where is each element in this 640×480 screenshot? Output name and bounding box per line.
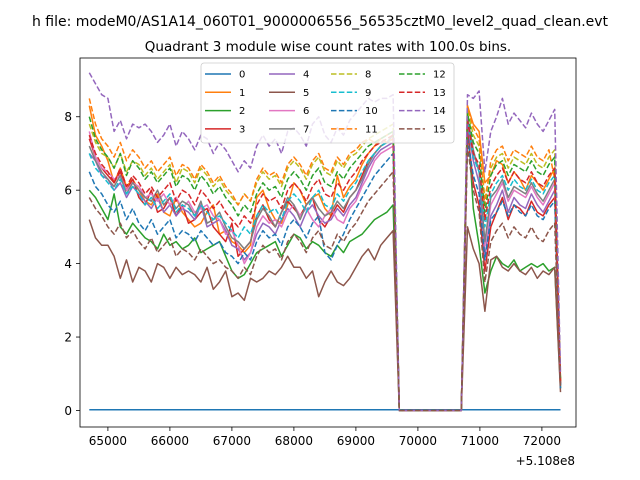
legend-label-13: 13	[433, 88, 446, 99]
legend-box	[200, 62, 455, 144]
series-line-1	[88, 104, 562, 412]
legend-label-9: 9	[365, 88, 371, 99]
y-tick-label: 8	[64, 110, 72, 124]
series-line-14	[88, 72, 562, 412]
y-tick-label: 4	[64, 257, 72, 271]
series-line-5	[88, 219, 562, 412]
x-tick-label: 66000	[151, 434, 189, 448]
series-line-11	[88, 98, 562, 412]
series-line-10	[88, 138, 562, 412]
legend-label-10: 10	[365, 106, 378, 117]
legend-label-11: 11	[365, 124, 378, 135]
series-line-7	[88, 115, 562, 412]
y-tick-label: 2	[64, 331, 72, 345]
figure-suptitle: h file: modeM0/AS1A14_060T01_9000006556_…	[32, 14, 609, 30]
y-tick-label: 0	[64, 404, 72, 418]
legend-label-1: 1	[239, 88, 245, 99]
legend-label-7: 7	[303, 124, 309, 135]
x-tick-label: 72000	[523, 434, 561, 448]
legend-label-12: 12	[433, 70, 446, 81]
axes-frame	[79, 57, 577, 428]
x-tick-label: 70000	[399, 434, 437, 448]
legend-label-5: 5	[303, 88, 309, 99]
legend-label-15: 15	[433, 124, 446, 135]
legend-label-3: 3	[239, 124, 245, 135]
series-line-2	[88, 115, 562, 412]
series-line-13	[88, 119, 562, 412]
series-line-8	[88, 108, 562, 412]
y-tick-label: 6	[64, 184, 72, 198]
x-offset-label: +5.108e8	[516, 454, 575, 468]
x-tick-label: 71000	[461, 434, 499, 448]
legend-label-6: 6	[303, 106, 309, 117]
series-line-15	[88, 145, 562, 412]
series-line-4	[88, 123, 562, 412]
x-tick-label: 65000	[89, 434, 127, 448]
legend-label-14: 14	[433, 106, 446, 117]
legend-label-4: 4	[303, 70, 309, 81]
legend-label-0: 0	[239, 70, 245, 81]
series-line-9	[88, 119, 562, 412]
legend-label-2: 2	[239, 106, 245, 117]
series-line-12	[88, 112, 562, 412]
legend-label-8: 8	[365, 70, 371, 81]
series-line-6	[88, 119, 562, 412]
chart-title: Quadrant 3 module wise count rates with …	[145, 39, 511, 55]
x-tick-label: 67000	[213, 434, 251, 448]
x-tick-label: 69000	[337, 434, 375, 448]
x-tick-label: 68000	[275, 434, 313, 448]
